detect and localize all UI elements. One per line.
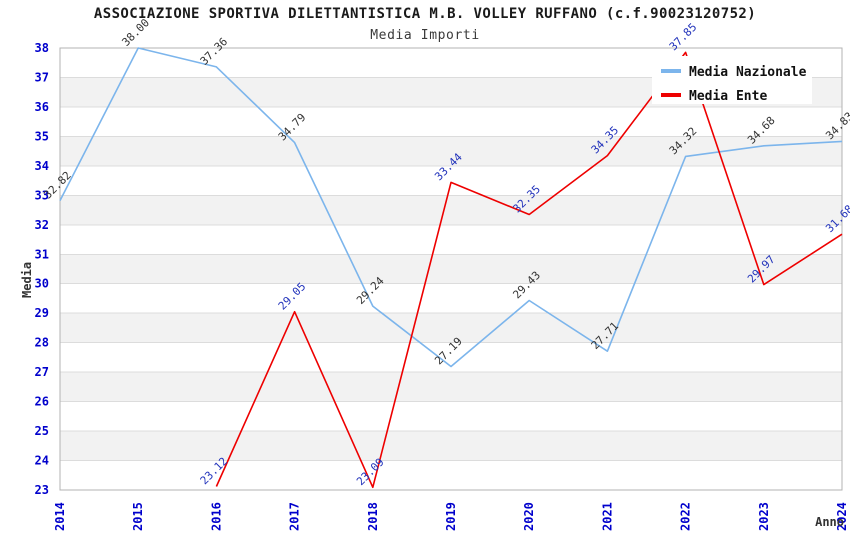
x-tick-label: 2019: [444, 502, 458, 531]
legend: Media Nazionale Media Ente: [652, 56, 812, 104]
y-tick-label: 23: [35, 483, 49, 497]
y-tick-label: 30: [35, 277, 49, 291]
x-axis-title: Anno: [815, 515, 844, 529]
y-tick-label: 24: [35, 454, 49, 468]
x-tick-label: 2020: [522, 502, 536, 531]
x-tick-label: 2015: [131, 502, 145, 531]
legend-label: Media Ente: [689, 89, 767, 104]
y-tick-label: 25: [35, 424, 49, 438]
y-tick-label: 31: [35, 247, 49, 261]
data-point-label: 37.36: [198, 35, 231, 68]
series-line-media-ente: [215, 51, 843, 489]
legend-label: Media Nazionale: [689, 65, 807, 80]
y-tick-label: 32: [35, 218, 49, 232]
series-line-media-nazionale: [59, 47, 843, 368]
plot-band: [60, 372, 842, 402]
y-tick-label: 33: [35, 188, 49, 202]
y-tick-label: 34: [35, 159, 49, 173]
y-tick-label: 36: [35, 100, 49, 114]
y-tick-label: 38: [35, 41, 49, 55]
y-tick-label: 27: [35, 365, 49, 379]
y-tick-label: 29: [35, 306, 49, 320]
chart-subtitle: Media Importi: [370, 28, 480, 43]
y-tick-label: 37: [35, 70, 49, 84]
chart-title: ASSOCIAZIONE SPORTIVA DILETTANTISTICA M.…: [94, 6, 756, 22]
data-point-label: 34.83: [823, 110, 850, 143]
x-tick-label: 2024: [835, 502, 849, 531]
plot-area: 23 24 25 26 27 28 29 30 31 32 33 34 35 36 37 38 2014 2015…: [35, 16, 850, 531]
y-axis-title: Media: [20, 262, 34, 298]
plot-band: [60, 313, 842, 343]
x-tick-label: 2014: [53, 502, 67, 531]
x-tick-label: 2021: [600, 502, 614, 531]
plot-band: [60, 431, 842, 461]
x-tick-label: 2023: [757, 502, 771, 531]
plot-band: [60, 136, 842, 166]
x-tick-label: 2022: [679, 502, 693, 531]
y-tick-label: 26: [35, 395, 49, 409]
x-tick-label: 2016: [209, 502, 223, 531]
plot-band: [60, 195, 842, 225]
data-point-label: 29.05: [276, 280, 309, 313]
plot-border: [59, 47, 843, 491]
y-tick-label: 35: [35, 129, 49, 143]
plot-band: [60, 254, 842, 284]
x-tick-label: 2018: [366, 502, 380, 531]
x-tick-label: 2017: [288, 502, 302, 531]
y-tick-label: 28: [35, 336, 49, 350]
